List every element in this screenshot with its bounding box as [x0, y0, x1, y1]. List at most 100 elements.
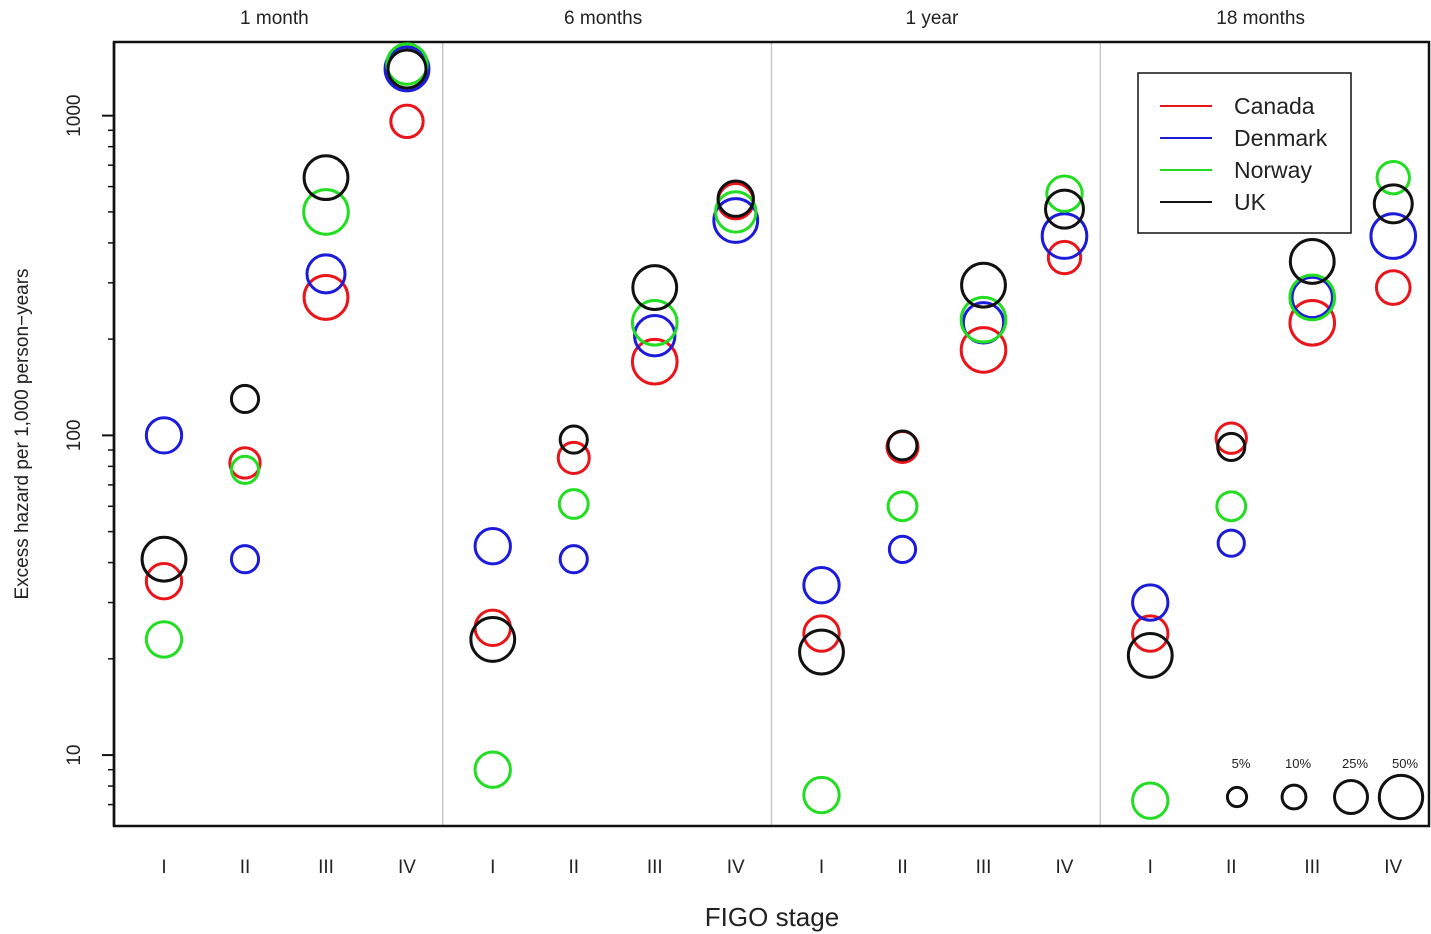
point-canada: [802, 614, 841, 653]
legend-label-uk: UK: [1234, 189, 1267, 215]
point-denmark: [1216, 528, 1246, 558]
panel-title-1-month: 1 month: [240, 8, 309, 29]
point-canada: [1288, 298, 1337, 347]
point-uk: [1288, 238, 1336, 285]
x-tick-label-i: I: [490, 857, 495, 878]
point-uk: [1216, 431, 1247, 463]
point-denmark: [1290, 275, 1334, 320]
point-norway: [1288, 273, 1337, 322]
size-legend-circle: [1280, 783, 1308, 811]
point-denmark: [383, 45, 431, 93]
point-uk: [1044, 188, 1085, 230]
point-canada: [1046, 239, 1083, 276]
point-norway: [229, 454, 261, 485]
point-canada: [1214, 421, 1248, 455]
x-tick-label-iv: IV: [398, 857, 416, 878]
point-uk: [558, 424, 589, 455]
point-denmark: [802, 565, 841, 605]
x-tick-label-i: I: [161, 857, 166, 878]
point-uk: [469, 616, 517, 663]
panel-title-6-months: 6 months: [564, 8, 642, 29]
x-tick-label-iv: IV: [727, 857, 745, 878]
point-canada: [556, 440, 591, 475]
point-denmark: [633, 314, 677, 358]
point-denmark: [558, 544, 589, 575]
panel-title-18-months: 18 months: [1216, 8, 1305, 29]
panel-title-1-year: 1 year: [905, 8, 958, 29]
point-norway: [144, 620, 184, 659]
legend-label-norway: Norway: [1234, 157, 1312, 183]
point-uk: [798, 628, 845, 676]
point-norway: [959, 295, 1008, 344]
point-denmark: [229, 544, 261, 575]
point-uk: [302, 154, 350, 202]
point-norway: [1045, 174, 1084, 213]
size-legend-label: 25%: [1342, 756, 1368, 771]
x-axis: I II III IV I II III IV I II III IV I II III IV: [161, 857, 1402, 878]
x-tick-label-iv: IV: [1056, 857, 1074, 878]
point-canada: [389, 103, 425, 140]
point-norway: [1215, 490, 1248, 523]
size-legend-label: 50%: [1392, 756, 1418, 771]
point-uk: [229, 383, 261, 415]
point-uk: [1372, 183, 1414, 225]
point-canada: [1131, 614, 1170, 653]
point-denmark: [305, 253, 347, 295]
point-norway: [630, 298, 679, 347]
y-tick-label: 100: [64, 420, 85, 452]
legend-label-denmark: Denmark: [1234, 125, 1328, 151]
x-tick-label-iii: III: [318, 857, 334, 878]
point-norway: [557, 488, 590, 520]
point-denmark: [144, 416, 184, 455]
point-norway: [1375, 159, 1411, 196]
point-denmark: [712, 197, 760, 244]
point-canada: [959, 326, 1008, 374]
point-norway: [714, 190, 758, 234]
point-uk: [716, 179, 755, 218]
x-tick-label-iii: III: [647, 857, 663, 878]
point-uk: [140, 535, 188, 583]
data-points: [140, 42, 1418, 820]
point-norway: [473, 750, 512, 789]
point-norway: [1131, 781, 1170, 820]
y-axis: 10 100 1000: [64, 42, 116, 826]
x-tick-label-ii: II: [1226, 857, 1237, 878]
point-uk: [886, 429, 919, 462]
panel-titles: 1 month 6 months 1 year 18 months: [240, 8, 1305, 29]
size-legend-label: 10%: [1285, 756, 1311, 771]
point-uk: [1126, 631, 1174, 679]
point-uk: [386, 48, 428, 90]
point-denmark: [1131, 583, 1170, 622]
y-tick-label: 1000: [64, 95, 85, 137]
legend-box: [1137, 72, 1352, 234]
legend-label-canada: Canada: [1234, 93, 1315, 119]
x-axis-title: FIGO stage: [705, 902, 839, 932]
point-denmark: [1040, 212, 1089, 260]
point-norway: [802, 775, 841, 815]
point-canada: [228, 446, 262, 480]
point-canada: [144, 561, 184, 601]
point-uk: [960, 261, 1007, 309]
point-canada: [302, 274, 350, 321]
size-legend-circle: [1225, 785, 1249, 809]
point-canada: [630, 337, 679, 386]
y-tick-label: 10: [64, 745, 85, 766]
point-denmark: [473, 527, 512, 566]
x-tick-label-iii: III: [1304, 857, 1320, 878]
size-legend: 5% 10% 25% 50%: [1225, 756, 1425, 821]
legend: Canada Denmark Norway UK: [1137, 72, 1352, 234]
x-tick-label-iv: IV: [1384, 857, 1402, 878]
x-tick-label-i: I: [1148, 857, 1153, 878]
x-tick-label-i: I: [819, 857, 824, 878]
y-axis-title: Excess hazard per 1,000 person−years: [12, 268, 33, 599]
point-canada: [473, 608, 512, 648]
point-denmark: [887, 534, 918, 564]
point-norway: [302, 188, 350, 236]
size-legend-circle: [1377, 773, 1425, 821]
size-legend-circle: [1333, 779, 1369, 815]
point-uk: [631, 264, 679, 311]
x-tick-label-ii: II: [568, 857, 579, 878]
point-norway: [886, 490, 919, 523]
x-tick-label-ii: II: [897, 857, 908, 878]
